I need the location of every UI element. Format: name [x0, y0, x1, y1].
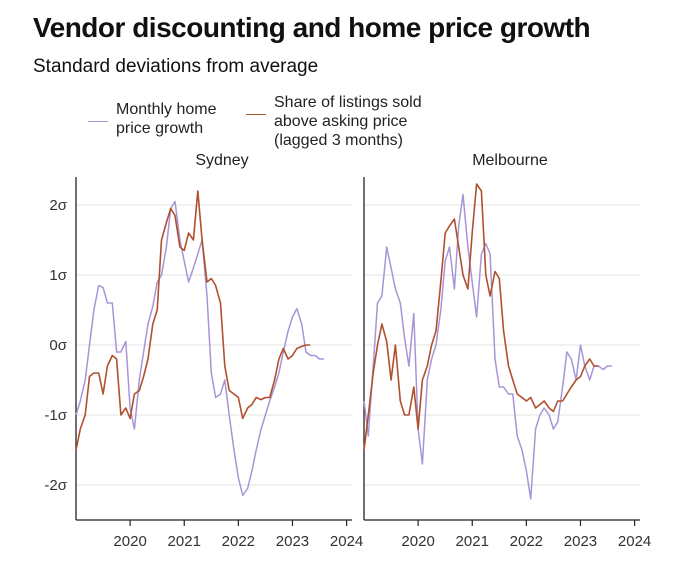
x-tick-label-sydney-3: 2023	[276, 533, 309, 550]
panel-title-sydney: Sydney	[195, 152, 248, 169]
series-line-melbourne-listings	[363, 183, 599, 451]
x-tick-label-sydney-0: 2020	[113, 533, 146, 550]
y-tick-label-sydney-2: 0σ	[49, 337, 67, 354]
x-tick-label-melbourne-4: 2024	[618, 533, 651, 550]
y-tick-label-sydney-4: -2σ	[44, 477, 67, 494]
legend-item-price-growth: Monthly home price growth	[88, 100, 217, 138]
x-tick-label-melbourne-0: 2020	[401, 533, 434, 550]
legend-label-listings: Share of listings sold above asking pric…	[274, 94, 422, 149]
x-tick-label-melbourne-2: 2022	[510, 533, 543, 550]
legend-swatch-price-growth	[88, 121, 108, 122]
y-tick-label-sydney-1: 1σ	[49, 267, 67, 284]
x-tick-label-sydney-4: 2024	[330, 533, 363, 550]
legend-swatch-listings	[246, 114, 266, 115]
chart-title: Vendor discounting and home price growth	[33, 12, 591, 43]
x-tick-label-melbourne-1: 2021	[456, 533, 489, 550]
legend-item-listings: Share of listings sold above asking pric…	[246, 93, 422, 150]
series-line-sydney-price-growth	[75, 200, 324, 497]
legend-label-price-growth: Monthly home price growth	[116, 101, 217, 137]
series-line-sydney-listings	[75, 190, 311, 451]
series-line-melbourne-price-growth	[363, 193, 612, 500]
x-tick-label-sydney-1: 2021	[168, 533, 201, 550]
x-tick-label-melbourne-3: 2023	[564, 533, 597, 550]
x-tick-label-sydney-2: 2022	[222, 533, 255, 550]
chart-subtitle: Standard deviations from average	[33, 56, 319, 77]
panel-title-melbourne: Melbourne	[472, 152, 548, 169]
y-tick-label-sydney-3: -1σ	[44, 407, 67, 424]
y-tick-label-sydney-0: 2σ	[49, 197, 67, 214]
